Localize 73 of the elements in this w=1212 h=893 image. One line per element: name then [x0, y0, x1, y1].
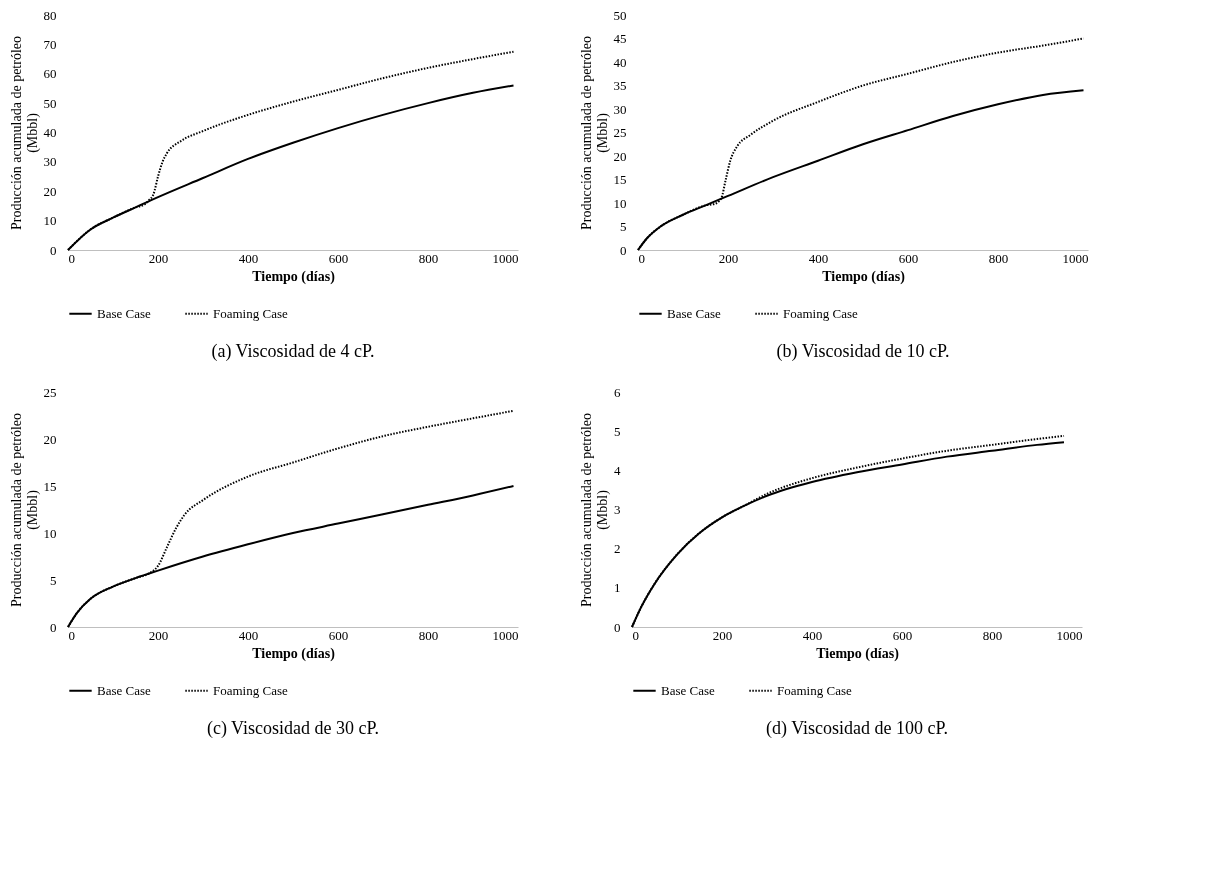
y-tick-label: 15	[43, 478, 57, 494]
legend-label: Base Case	[97, 305, 152, 321]
x-tick-label: 200	[148, 627, 169, 643]
y-axis-title: Producción acumulada de petróleo (Mbbl)	[8, 36, 41, 230]
x-tick-label: 600	[898, 250, 919, 266]
y-tick-label: 35	[613, 78, 627, 93]
y-tick-label: 50	[613, 7, 627, 23]
legend-label: Foaming Case	[783, 305, 858, 321]
x-tick-label: 1000	[492, 250, 519, 266]
x-tick-label: 1000	[1062, 250, 1089, 266]
y-tick-label: 60	[43, 66, 57, 82]
y-tick-label: 5	[50, 572, 57, 588]
x-tick-label: 400	[802, 627, 823, 643]
y-tick-label: 40	[613, 54, 627, 70]
y-tick-label: 50	[43, 95, 57, 111]
y-tick-label: 3	[614, 502, 621, 517]
x-tick-label: 200	[718, 250, 739, 266]
y-tick-label: 15	[613, 172, 627, 187]
y-tick-label: 10	[43, 525, 57, 541]
y-axis-title: Producción acumulada de petróleo (Mbbl)	[578, 36, 611, 230]
x-tick-label: 200	[148, 250, 169, 266]
x-tick-label: 400	[238, 250, 259, 266]
x-tick-label: 0	[68, 250, 75, 266]
text: (b) Viscosidad de 10 cP.	[776, 341, 950, 362]
y-tick-label: 70	[43, 36, 57, 52]
y-tick-label: 2	[614, 541, 621, 557]
y-tick-label: 5	[620, 219, 627, 234]
y-tick-label: 4	[614, 462, 621, 478]
y-tick-label: 6	[614, 384, 621, 400]
y-tick-label: 45	[613, 31, 627, 46]
legend-label: Base Case	[667, 305, 722, 321]
x-tick-label: 0	[68, 627, 75, 643]
y-tick-label: 1	[614, 580, 621, 596]
text: (a) Viscosidad de 4 cP.	[211, 341, 375, 362]
y-axis-title: Producción acumulada de petróleo (Mbbl)	[8, 413, 41, 607]
x-tick-label: 400	[238, 627, 259, 643]
x-tick-label: 1000	[492, 627, 519, 643]
x-tick-label: 0	[638, 250, 645, 266]
x-tick-label: 800	[418, 627, 439, 643]
legend-label: Foaming Case	[213, 305, 288, 321]
x-tick-label: 600	[328, 250, 349, 266]
x-tick-label: 400	[808, 250, 829, 266]
x-tick-label: 800	[418, 250, 439, 266]
x-tick-label: 200	[712, 627, 733, 643]
x-axis-title: Tiempo (días)	[252, 645, 336, 662]
y-tick-label: 80	[43, 7, 57, 23]
x-tick-label: 800	[982, 627, 1003, 643]
legend-label: Base Case	[97, 682, 152, 698]
x-axis-title: Tiempo (días)	[816, 645, 900, 662]
y-tick-label: 30	[43, 154, 57, 170]
x-tick-label: 1000	[1056, 627, 1083, 643]
y-tick-label: 10	[613, 195, 627, 211]
y-tick-label: 25	[613, 125, 627, 140]
legend-label: Foaming Case	[777, 682, 852, 698]
y-tick-label: 20	[613, 148, 627, 164]
y-tick-label: 40	[43, 125, 57, 140]
y-tick-label: 25	[43, 384, 57, 400]
y-tick-label: 5	[614, 423, 621, 439]
x-tick-label: 600	[328, 627, 349, 643]
x-axis-title: Tiempo (días)	[822, 268, 906, 285]
y-tick-label: 20	[43, 183, 57, 199]
x-tick-label: 800	[988, 250, 1009, 266]
text: (d) Viscosidad de 100 cP.	[765, 718, 949, 739]
legend-label: Foaming Case	[213, 682, 288, 698]
x-tick-label: 600	[892, 627, 913, 643]
y-tick-label: 30	[613, 101, 627, 117]
legend-label: Base Case	[661, 682, 716, 698]
y-tick-label: 20	[43, 431, 57, 447]
y-tick-label: 10	[43, 213, 57, 229]
y-axis-title: Producción acumulada de petróleo (Mbbl)	[579, 413, 611, 607]
x-axis-title: Tiempo (días)	[252, 268, 336, 285]
text: (c) Viscosidad de 30 cP.	[206, 718, 380, 739]
x-tick-label: 0	[632, 627, 639, 643]
